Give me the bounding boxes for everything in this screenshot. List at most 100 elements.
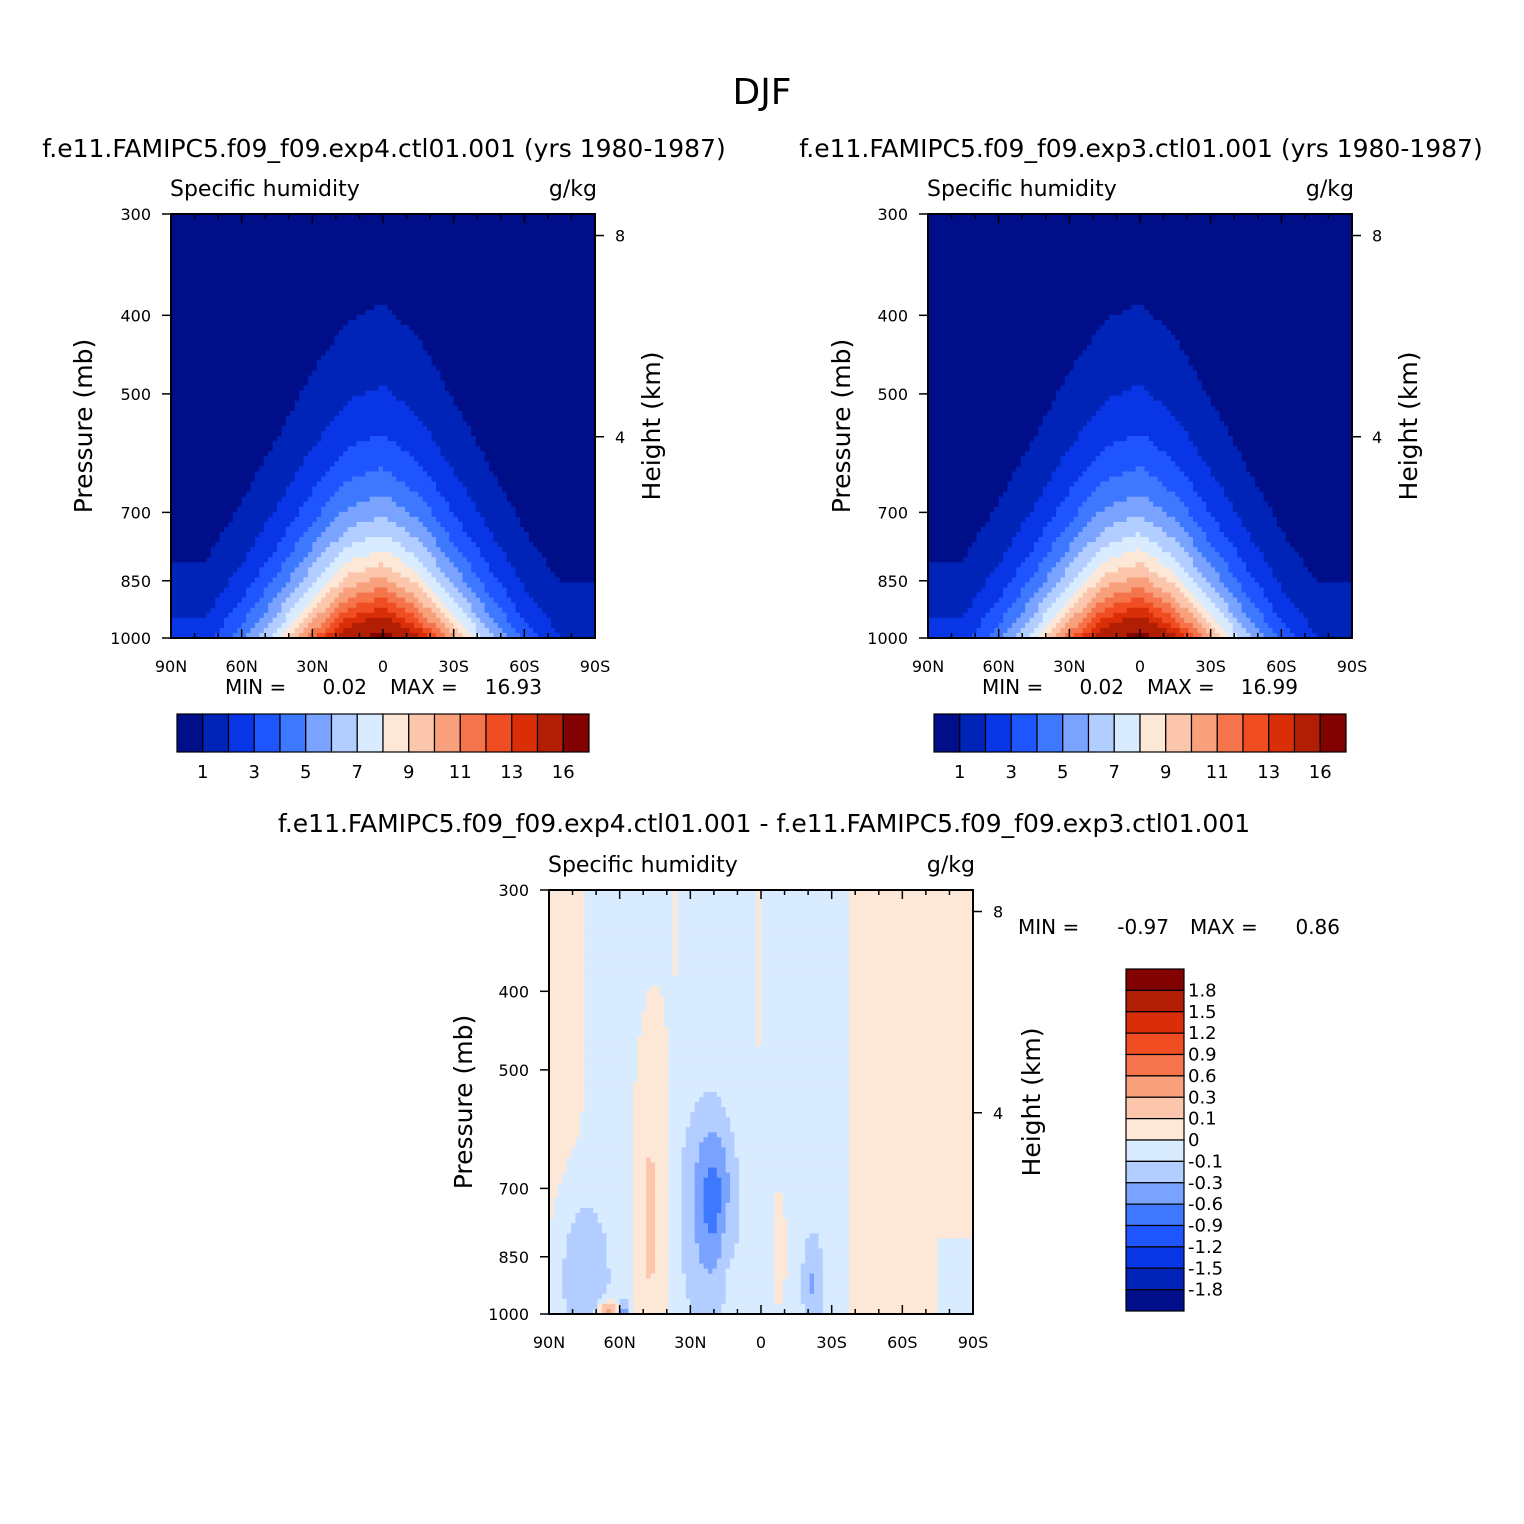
contour-cell <box>338 632 371 638</box>
contour-cell <box>1281 617 1309 624</box>
contour-cell <box>646 1228 656 1234</box>
contour-cell <box>307 552 322 558</box>
contour-cell <box>550 622 595 629</box>
contour-cell <box>263 461 305 467</box>
contour-cell <box>1263 592 1287 599</box>
contour-cell <box>805 1258 824 1265</box>
contour-cell <box>756 975 762 982</box>
contour-cell <box>549 1218 577 1224</box>
contour-cell <box>475 612 490 619</box>
contour-cell <box>1259 582 1282 589</box>
contour-cell <box>800 1283 811 1290</box>
contour-cell <box>774 1202 784 1209</box>
contour-cell <box>650 985 661 992</box>
contour-cell <box>1091 557 1110 563</box>
contour-cell <box>668 1233 683 1239</box>
contour-cell <box>774 1288 784 1295</box>
contour-cell <box>668 1091 705 1098</box>
contour-cell <box>1064 496 1088 503</box>
contour-cell <box>316 441 358 447</box>
contour-cell <box>967 547 1009 553</box>
contour-cell <box>1246 567 1274 573</box>
contour-cell <box>805 1238 820 1244</box>
contour-cell <box>334 335 419 341</box>
contour-cell <box>849 1187 973 1194</box>
contour-cell <box>849 1233 973 1239</box>
contour-cell <box>928 390 1057 397</box>
colorbar-box <box>984 713 1012 753</box>
contour-cell <box>668 1177 683 1184</box>
contour-cell <box>632 1167 647 1174</box>
contour-cell <box>1162 607 1176 614</box>
contour-cell <box>1060 592 1075 599</box>
contour-cell <box>1060 532 1079 538</box>
contour-cell <box>1078 587 1088 594</box>
contour-cell <box>774 1233 789 1239</box>
contour-cell <box>549 895 585 901</box>
contour-cell <box>497 481 595 488</box>
contour-cell <box>928 224 1352 230</box>
contour-cell <box>1011 602 1026 609</box>
contour-cell <box>1095 537 1123 543</box>
contour-cell <box>677 890 758 896</box>
contour-cell <box>1029 552 1048 558</box>
contour-cell <box>566 1253 608 1260</box>
contour-cell <box>703 1202 722 1209</box>
contour-cell <box>632 1157 647 1164</box>
contour-cell <box>1285 532 1352 538</box>
contour-cell <box>549 1107 585 1113</box>
contour-cell <box>849 1056 973 1063</box>
contour-cell <box>1060 577 1075 584</box>
contour-cell <box>254 602 269 609</box>
contour-cell <box>928 355 1079 361</box>
contour-cell <box>1095 456 1172 462</box>
contour-cell <box>396 521 424 528</box>
contour-cell <box>632 1177 647 1184</box>
contour-cell <box>1281 526 1352 533</box>
contour-cell <box>480 632 495 638</box>
max-value: 0.86 <box>1295 915 1340 939</box>
contour-cell <box>800 1278 811 1285</box>
contour-cell <box>681 1258 700 1265</box>
contour-cell <box>436 516 459 523</box>
contour-cell <box>1228 562 1247 568</box>
contour-cell <box>281 562 300 568</box>
contour-cell <box>822 1248 850 1255</box>
contour-cell <box>809 1288 815 1295</box>
y-axis-label: Pressure (mb) <box>827 339 856 513</box>
contour-cell <box>774 1208 784 1214</box>
contour-cell <box>330 496 371 503</box>
contour-cell <box>989 632 1004 638</box>
contour-cell <box>1281 587 1352 594</box>
contour-cell <box>761 985 850 992</box>
contour-cell <box>1179 612 1194 619</box>
contour-cell <box>325 617 336 624</box>
contour-cell <box>849 1263 939 1270</box>
contour-cell <box>584 1016 643 1022</box>
contour-cell <box>549 1011 585 1017</box>
contour-cell <box>299 506 322 513</box>
contour-cell <box>1148 577 1168 584</box>
contour-cell <box>1148 617 1163 624</box>
contour-cell <box>1206 390 1352 397</box>
contour-cell <box>246 552 274 558</box>
contour-cell <box>1029 577 1048 584</box>
contour-cell <box>610 1268 634 1275</box>
contour-cell <box>387 577 411 584</box>
contour-cell <box>668 1137 687 1143</box>
contour-cell <box>1056 390 1123 397</box>
contour-cell <box>1162 320 1352 326</box>
contour-cell <box>1254 542 1291 548</box>
contour-cell <box>171 451 269 457</box>
contour-cell <box>734 1142 850 1149</box>
contour-cell <box>480 547 503 553</box>
contour-cell <box>352 476 397 483</box>
contour-cell <box>1162 400 1212 407</box>
contour-cell <box>391 390 450 397</box>
contour-cell <box>549 1182 559 1189</box>
contour-cell <box>1241 451 1352 457</box>
contour-cell <box>641 1026 669 1032</box>
contour-cell <box>462 481 499 488</box>
contour-cell <box>497 577 521 584</box>
contour-cell <box>549 945 585 952</box>
